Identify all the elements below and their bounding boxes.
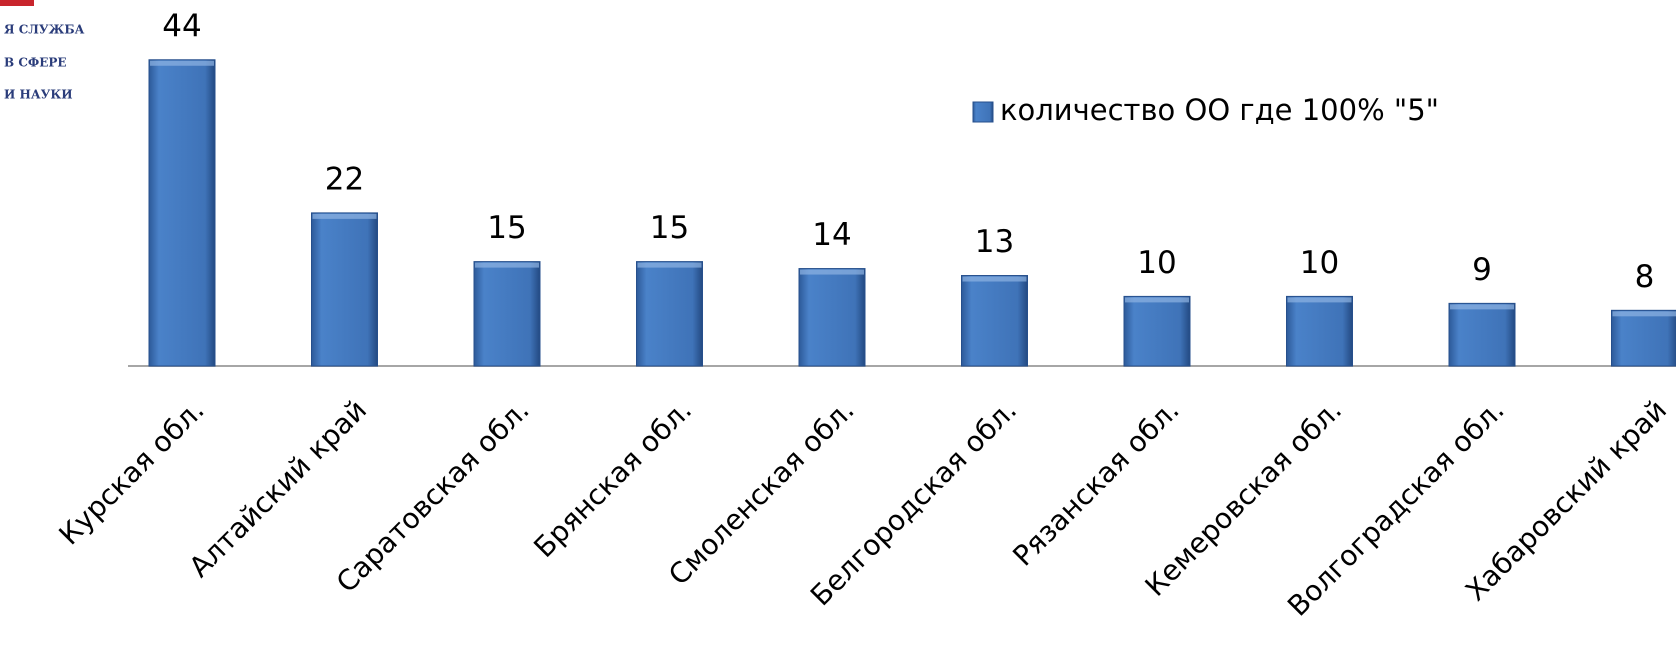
x-tick-label: Курская обл.	[52, 393, 210, 551]
x-tick-label: Рязанская обл.	[1006, 393, 1185, 572]
bar-highlight	[312, 213, 377, 219]
bar	[311, 212, 378, 367]
value-label: 9	[1472, 252, 1492, 288]
bar	[473, 261, 541, 367]
bar	[961, 275, 1028, 367]
bar	[1286, 295, 1353, 367]
bar-highlight	[150, 60, 214, 66]
bar-highlight	[962, 276, 1027, 282]
value-label: 44	[162, 8, 201, 44]
value-label: 10	[1137, 245, 1176, 281]
x-tick-label: Алтайский край	[183, 393, 373, 583]
bar	[636, 261, 703, 367]
value-label: 15	[650, 210, 689, 246]
value-label: 15	[487, 210, 526, 246]
bar	[1123, 295, 1191, 367]
bar	[1448, 302, 1516, 367]
value-label: 8	[1635, 259, 1655, 295]
bar-highlight	[1450, 304, 1514, 310]
logo-text: И НАУКИ	[4, 88, 73, 102]
bar-highlight	[1287, 297, 1352, 303]
value-label: 14	[812, 217, 851, 253]
logo-text: В СФЕРЕ	[4, 56, 67, 70]
value-label: 10	[1300, 245, 1339, 281]
bar-highlight	[1125, 297, 1189, 303]
x-tick-label: Брянская обл.	[527, 393, 698, 564]
bar	[148, 59, 216, 367]
bar-highlight	[1612, 311, 1676, 317]
bar-highlight	[800, 269, 864, 275]
value-label: 22	[325, 161, 364, 197]
bar	[1611, 309, 1676, 367]
bar-highlight	[637, 262, 702, 268]
value-label: 13	[975, 224, 1014, 260]
legend-label: количество ОО где 100% "5"	[1000, 93, 1439, 127]
logo-bar	[0, 0, 34, 6]
bar	[798, 268, 866, 367]
bar-highlight	[475, 262, 539, 268]
logo-text: Я СЛУЖБА	[4, 23, 85, 37]
legend-swatch	[972, 101, 994, 123]
